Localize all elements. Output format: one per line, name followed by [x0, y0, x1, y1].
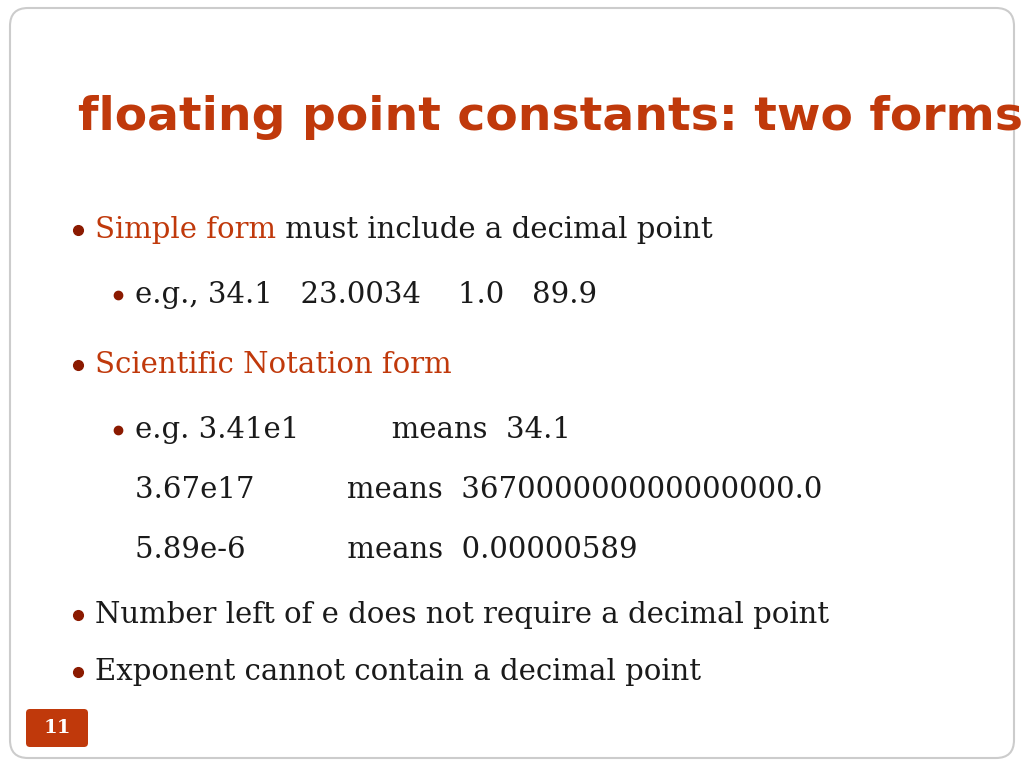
- Text: Exponent cannot contain a decimal point: Exponent cannot contain a decimal point: [95, 658, 701, 686]
- Text: 11: 11: [43, 719, 71, 737]
- Text: Scientific Notation form: Scientific Notation form: [95, 351, 452, 379]
- Text: floating point constants: two forms: floating point constants: two forms: [78, 95, 1023, 141]
- Text: Simple form: Simple form: [95, 216, 276, 244]
- FancyBboxPatch shape: [10, 8, 1014, 758]
- Text: must include a decimal point: must include a decimal point: [276, 216, 713, 244]
- Text: 5.89e-6           means  0.00000589: 5.89e-6 means 0.00000589: [135, 536, 638, 564]
- FancyBboxPatch shape: [26, 709, 88, 747]
- Text: e.g., 34.1   23.0034    1.0   89.9: e.g., 34.1 23.0034 1.0 89.9: [135, 281, 597, 309]
- Text: e.g. 3.41e1          means  34.1: e.g. 3.41e1 means 34.1: [135, 416, 570, 444]
- Text: 3.67e17          means  367000000000000000.0: 3.67e17 means 367000000000000000.0: [135, 476, 822, 504]
- Text: Number left of e does not require a decimal point: Number left of e does not require a deci…: [95, 601, 829, 629]
